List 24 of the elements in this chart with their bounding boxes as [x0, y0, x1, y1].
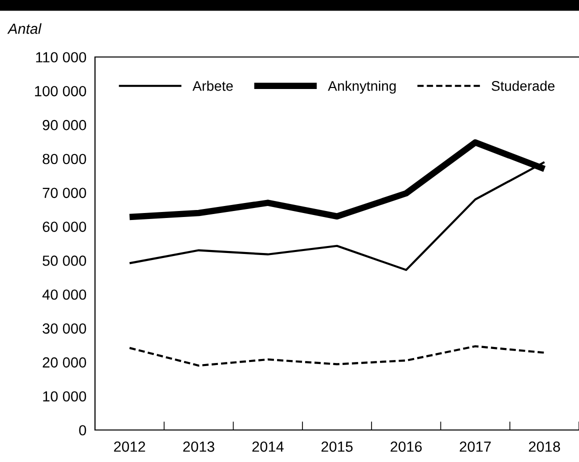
y-tick-label: 0: [79, 425, 86, 436]
y-tick-label: 100 000: [35, 86, 86, 96]
x-tick-label: 2013: [183, 441, 214, 452]
legend-label: Arbete: [192, 80, 233, 91]
y-axis-title: Antal: [7, 23, 42, 34]
legend-label: Studerade: [492, 80, 554, 91]
x-tick-label: 2017: [460, 441, 491, 452]
legend-label: Anknytning: [328, 80, 396, 94]
y-tick-label: 70 000: [42, 188, 86, 198]
y-tick-label: 20 000: [42, 357, 86, 368]
y-tick-label: 80 000: [42, 154, 86, 164]
y-tick-label: 60 000: [42, 222, 86, 232]
x-tick-label: 2016: [390, 441, 422, 452]
y-tick-label: 50 000: [42, 256, 86, 266]
x-tick-label: 2012: [114, 441, 146, 452]
y-tick-label: 30 000: [42, 323, 86, 334]
y-tick-label: 90 000: [42, 120, 86, 130]
y-tick-label: 110 000: [36, 52, 86, 62]
x-tick-label: 2018: [528, 441, 560, 452]
line-series: [128, 345, 546, 367]
y-tick-label: 40 000: [42, 289, 86, 300]
x-tick-label: 2014: [252, 441, 284, 452]
y-tick-label: 10 000: [43, 391, 86, 402]
x-tick-label: 2015: [322, 441, 353, 452]
